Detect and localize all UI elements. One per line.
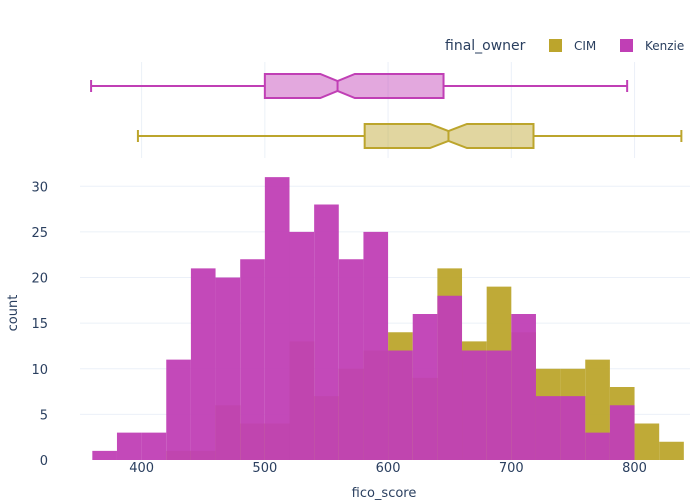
x-tick-label: 700: [499, 461, 524, 476]
y-tick-label: 25: [31, 226, 48, 241]
bar-kenzie[interactable]: [609, 405, 635, 460]
notched-box: [263, 73, 445, 99]
bar-cim[interactable]: [659, 441, 684, 460]
x-axis-ticks: 400 500 600 700 800: [129, 461, 647, 476]
bar-kenzie[interactable]: [92, 450, 117, 460]
bar-kenzie[interactable]: [289, 231, 315, 460]
boxplot-cim[interactable]: [136, 123, 683, 149]
legend-title: final_owner: [445, 38, 526, 54]
bar-cim[interactable]: [634, 423, 660, 461]
y-tick-label: 15: [31, 317, 48, 332]
x-axis-title: fico_score: [352, 486, 417, 500]
bar-kenzie[interactable]: [412, 314, 438, 460]
y-tick-label: 30: [31, 180, 48, 195]
bar-kenzie[interactable]: [560, 396, 586, 460]
bar-kenzie[interactable]: [338, 259, 364, 460]
y-axis-title: count: [6, 295, 21, 332]
x-tick-label: 500: [252, 461, 277, 476]
y-tick-label: 5: [40, 408, 48, 423]
bar-kenzie[interactable]: [535, 396, 561, 460]
bar-kenzie[interactable]: [190, 268, 216, 460]
bar-kenzie[interactable]: [240, 259, 265, 460]
bar-kenzie[interactable]: [215, 277, 241, 461]
y-tick-label: 20: [31, 272, 48, 287]
bar-kenzie[interactable]: [511, 314, 536, 460]
legend-label-cim[interactable]: CIM: [574, 39, 596, 53]
bar-kenzie[interactable]: [388, 350, 413, 461]
bar-kenzie[interactable]: [141, 432, 167, 460]
legend-label-kenzie[interactable]: Kenzie: [645, 39, 684, 53]
y-tick-label: 10: [31, 363, 48, 378]
boxplot-kenzie[interactable]: [90, 73, 629, 99]
y-axis-ticks: 0 5 10 15 20 25 30: [31, 180, 48, 469]
bar-kenzie[interactable]: [166, 359, 191, 460]
bar-kenzie[interactable]: [264, 177, 290, 460]
y-tick-label: 0: [40, 454, 48, 469]
boxplots: [90, 73, 683, 149]
x-tick-label: 800: [622, 461, 647, 476]
legend-swatch-cim[interactable]: [549, 39, 562, 52]
bar-kenzie[interactable]: [437, 295, 463, 460]
legend: final_owner CIM Kenzie: [445, 38, 684, 54]
x-tick-label: 600: [376, 461, 401, 476]
bar-kenzie[interactable]: [462, 350, 487, 461]
histogram-bars: [92, 177, 684, 460]
legend-swatch-kenzie[interactable]: [620, 39, 633, 52]
x-tick-label: 400: [129, 461, 154, 476]
bar-kenzie[interactable]: [116, 432, 142, 460]
bar-kenzie[interactable]: [363, 231, 389, 460]
bar-kenzie[interactable]: [585, 432, 610, 460]
bar-kenzie[interactable]: [314, 204, 339, 461]
bar-kenzie[interactable]: [486, 350, 512, 461]
